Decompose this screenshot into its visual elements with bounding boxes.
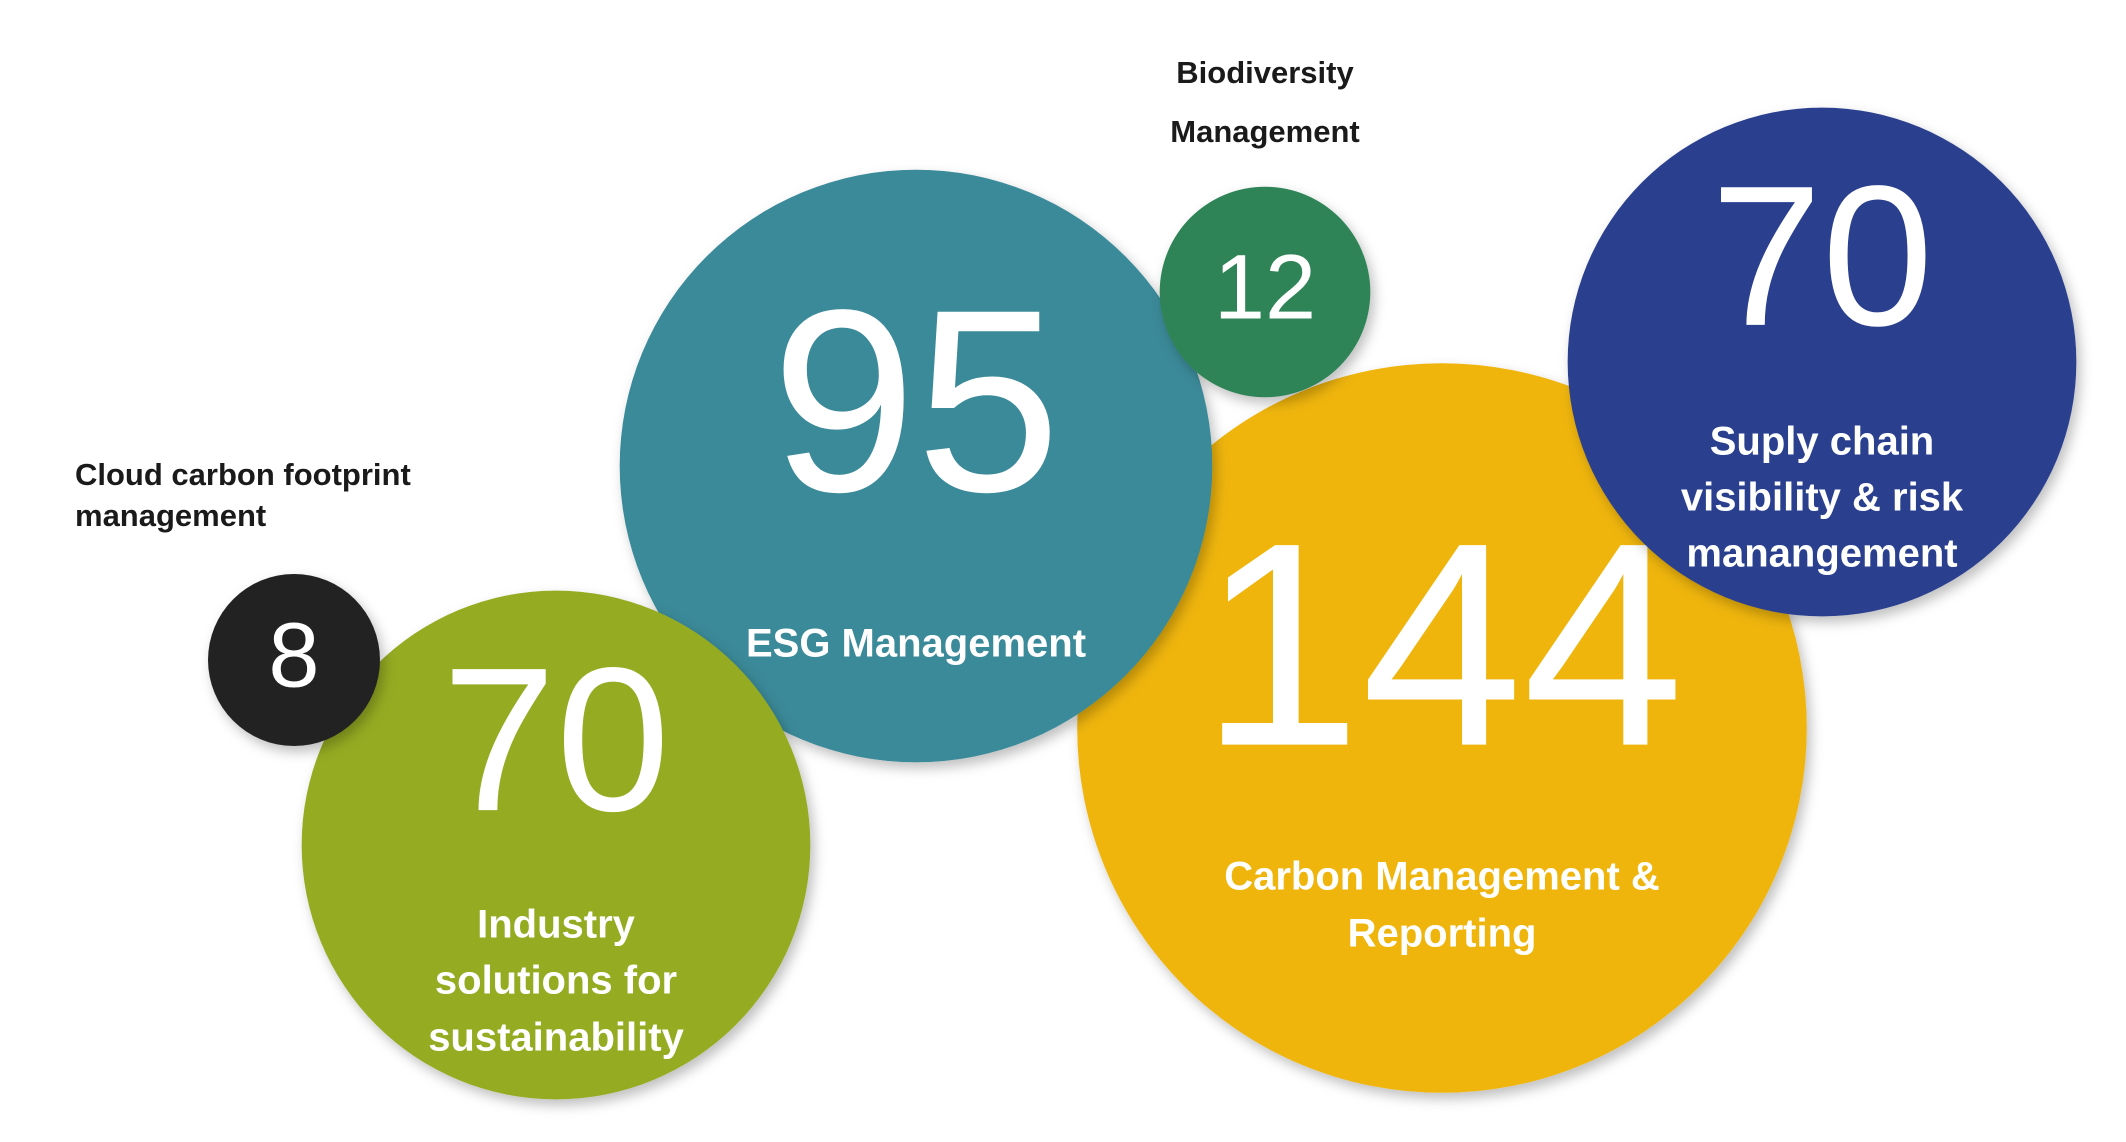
bubble (301, 590, 811, 1100)
bubble-label: Carbon Management & (1224, 855, 1660, 899)
bubble (208, 574, 380, 746)
bubble-group: 8 (208, 574, 380, 746)
bubble-group: 70 (301, 590, 811, 1100)
bubble-group: 12 (1159, 186, 1371, 398)
bubble-label: Industry (477, 903, 636, 947)
bubble-label: sustainability (428, 1016, 684, 1060)
bubble-label: visibility & risk (1681, 476, 1964, 520)
bubble-label: solutions for (435, 959, 677, 1003)
bubble-label: management (75, 498, 266, 533)
bubble-label: Reporting (1348, 912, 1537, 956)
bubble-group: 144 (1077, 363, 1807, 1093)
bubble-label: manangement (1686, 532, 1957, 576)
bubble-label: ESG Management (746, 622, 1086, 666)
bubble-value: 8 (268, 604, 319, 706)
bubble-value: 144 (1200, 483, 1684, 807)
bubble-label: Biodiversity (1176, 55, 1354, 90)
bubble (1567, 107, 2077, 617)
bubble-group: 95 (619, 169, 1213, 763)
bubble-group: 70 (1567, 107, 2077, 617)
bubble (1077, 363, 1807, 1093)
bubble-value: 70 (1711, 145, 1933, 368)
bubble-value: 70 (442, 625, 670, 854)
bubble-value: 95 (771, 257, 1060, 547)
bubble (619, 169, 1213, 763)
bubble-label: Suply chain (1710, 420, 1935, 464)
bubble-value: 12 (1214, 236, 1316, 338)
bubble-label: Cloud carbon footprint (75, 457, 411, 492)
bubble-label: Management (1170, 114, 1359, 149)
bubble (1159, 186, 1371, 398)
